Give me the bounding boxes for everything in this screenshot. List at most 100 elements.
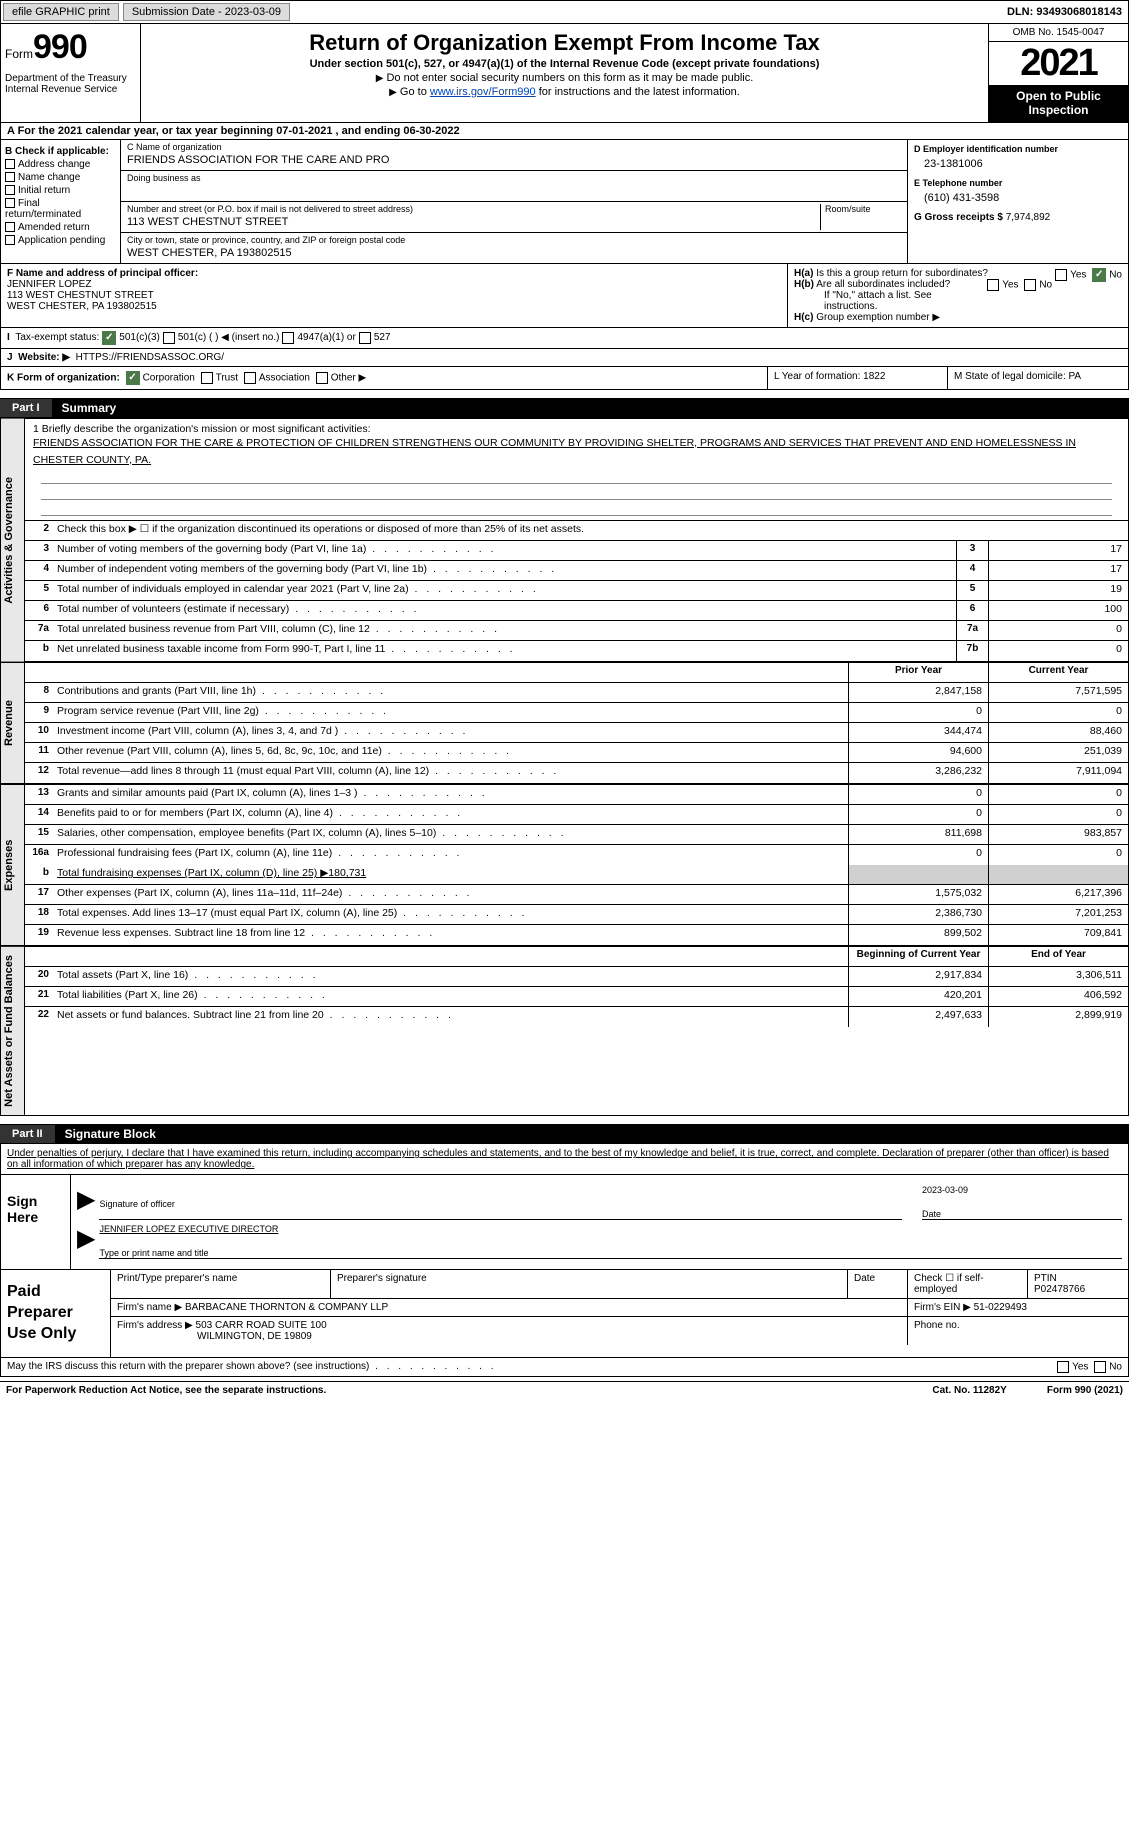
- line-10-current: 88,460: [988, 723, 1128, 742]
- line-3: Number of voting members of the governin…: [53, 541, 956, 560]
- line-9: Program service revenue (Part VIII, line…: [53, 703, 848, 722]
- paperwork-notice: For Paperwork Reduction Act Notice, see …: [6, 1385, 326, 1396]
- city-value: WEST CHESTER, PA 193802515: [127, 245, 901, 261]
- cat-number: Cat. No. 11282Y: [932, 1385, 1006, 1396]
- check-final-return[interactable]: Final return/terminated: [5, 198, 116, 220]
- check-amended[interactable]: Amended return: [5, 222, 116, 233]
- check-4947[interactable]: [282, 332, 294, 344]
- line-4: Number of independent voting members of …: [53, 561, 956, 580]
- dba-label: Doing business as: [127, 173, 901, 183]
- line-13: Grants and similar amounts paid (Part IX…: [53, 785, 848, 804]
- street-label: Number and street (or P.O. box if mail i…: [127, 204, 816, 214]
- line-21-current: 406,592: [988, 987, 1128, 1006]
- column-c-org-info: C Name of organization FRIENDS ASSOCIATI…: [121, 140, 908, 263]
- line-8-current: 7,571,595: [988, 683, 1128, 702]
- sign-date: 2023-03-09Date: [922, 1185, 1122, 1220]
- submission-date-button[interactable]: Submission Date - 2023-03-09: [123, 3, 290, 21]
- part-1-tab: Part I: [0, 399, 52, 417]
- line-13-current: 0: [988, 785, 1128, 804]
- sign-block: Sign Here ▶ Signature of officer 2023-03…: [0, 1175, 1129, 1270]
- check-trust[interactable]: [201, 372, 213, 384]
- line-b-value: 0: [988, 641, 1128, 661]
- omb-number: OMB No. 1545-0047: [989, 24, 1128, 42]
- net-assets-tab: Net Assets or Fund Balances: [1, 947, 25, 1115]
- check-name-change[interactable]: Name change: [5, 172, 116, 183]
- column-d-e-g: D Employer identification number 23-1381…: [908, 140, 1128, 263]
- line-15-current: 983,857: [988, 825, 1128, 844]
- line-5-value: 19: [988, 581, 1128, 600]
- line-18-current: 7,201,253: [988, 905, 1128, 924]
- irs-link[interactable]: www.irs.gov/Form990: [430, 86, 536, 98]
- efile-print-button[interactable]: efile GRAPHIC print: [3, 3, 119, 21]
- main-info-block: B Check if applicable: Address change Na…: [0, 140, 1129, 264]
- line-21-prior: 420,201: [848, 987, 988, 1006]
- b-label: B Check if applicable:: [5, 146, 116, 157]
- prep-sig-header: Preparer's signature: [331, 1270, 848, 1298]
- header-right: OMB No. 1545-0047 2021 Open to Public In…: [988, 24, 1128, 122]
- line-2: Check this box ▶ ☐ if the organization d…: [53, 521, 1128, 540]
- check-other[interactable]: [316, 372, 328, 384]
- check-corporation: ✓: [126, 371, 140, 385]
- end-year-header: End of Year: [988, 947, 1128, 966]
- check-501c[interactable]: [163, 332, 175, 344]
- prep-name-header: Print/Type preparer's name: [111, 1270, 331, 1298]
- header-left: Form990 Department of the Treasury Inter…: [1, 24, 141, 122]
- check-527[interactable]: [359, 332, 371, 344]
- line-7a-value: 0: [988, 621, 1128, 640]
- expenses-section: Expenses 13Grants and similar amounts pa…: [0, 784, 1129, 946]
- line-19: Revenue less expenses. Subtract line 18 …: [53, 925, 848, 945]
- prep-date-header: Date: [848, 1270, 908, 1298]
- part-1-header: Part I Summary: [0, 398, 1129, 418]
- firm-address: Firm's address ▶ 503 CARR ROAD SUITE 100…: [111, 1317, 908, 1345]
- line-12-current: 7,911,094: [988, 763, 1128, 783]
- line-16b: Total fundraising expenses (Part IX, col…: [53, 865, 848, 884]
- year-formation: L Year of formation: 1822: [768, 367, 948, 389]
- ein-label: D Employer identification number: [914, 144, 1122, 154]
- row-i-tax-status: I Tax-exempt status: ✓501(c)(3) 501(c) (…: [0, 328, 1129, 349]
- preparer-block: Paid Preparer Use Only Print/Type prepar…: [0, 1270, 1129, 1357]
- department-label: Department of the Treasury Internal Reve…: [5, 73, 136, 95]
- header-center: Return of Organization Exempt From Incom…: [141, 24, 988, 122]
- check-association[interactable]: [244, 372, 256, 384]
- line-19-prior: 899,502: [848, 925, 988, 945]
- firm-name: Firm's name ▶ BARBACANE THORNTON & COMPA…: [111, 1299, 908, 1316]
- mission-text: FRIENDS ASSOCIATION FOR THE CARE & PROTE…: [33, 435, 1120, 469]
- line-6: Total number of volunteers (estimate if …: [53, 601, 956, 620]
- line-11-prior: 94,600: [848, 743, 988, 762]
- governance-section: Activities & Governance 1 Briefly descri…: [0, 418, 1129, 663]
- discuss-yes[interactable]: [1057, 1361, 1069, 1373]
- line-14-prior: 0: [848, 805, 988, 824]
- gross-receipts: G Gross receipts $ 7,974,892: [914, 212, 1122, 223]
- prep-self-emp[interactable]: Check ☐ if self-employed: [908, 1270, 1028, 1298]
- paid-preparer-label: Paid Preparer Use Only: [1, 1270, 111, 1356]
- instruction-2: ▶ Go to www.irs.gov/Form990 for instruct…: [149, 86, 980, 98]
- form-number: 990: [33, 28, 87, 66]
- line-11-current: 251,039: [988, 743, 1128, 762]
- street-value: 113 WEST CHESTNUT STREET: [127, 214, 816, 230]
- line-5: Total number of individuals employed in …: [53, 581, 956, 600]
- public-inspection-badge: Open to Public Inspection: [989, 85, 1128, 122]
- mission-block: 1 Briefly describe the organization's mi…: [25, 419, 1128, 522]
- line-8-prior: 2,847,158: [848, 683, 988, 702]
- check-address-change[interactable]: Address change: [5, 159, 116, 170]
- line-17-prior: 1,575,032: [848, 885, 988, 904]
- org-name-label: C Name of organization: [127, 142, 901, 152]
- line-8: Contributions and grants (Part VIII, lin…: [53, 683, 848, 702]
- row-fgh: F Name and address of principal officer:…: [0, 264, 1129, 328]
- discuss-no[interactable]: [1094, 1361, 1106, 1373]
- check-501c3: ✓: [102, 331, 116, 345]
- line-14-current: 0: [988, 805, 1128, 824]
- room-label: Room/suite: [825, 204, 901, 214]
- line-16a-current: 0: [988, 845, 1128, 865]
- line-15-prior: 811,698: [848, 825, 988, 844]
- officer-name-field: JENNIFER LOPEZ EXECUTIVE DIRECTORType or…: [99, 1224, 1122, 1259]
- phone-value: (610) 431-3598: [914, 188, 1122, 212]
- dba-value: [127, 183, 901, 199]
- form-footer-label: Form 990 (2021): [1047, 1385, 1123, 1396]
- f-officer: F Name and address of principal officer:…: [1, 264, 788, 327]
- topbar: efile GRAPHIC print Submission Date - 20…: [0, 0, 1129, 24]
- signature-field[interactable]: Signature of officer: [99, 1185, 902, 1220]
- check-initial-return[interactable]: Initial return: [5, 185, 116, 196]
- line-11: Other revenue (Part VIII, column (A), li…: [53, 743, 848, 762]
- check-application-pending[interactable]: Application pending: [5, 235, 116, 246]
